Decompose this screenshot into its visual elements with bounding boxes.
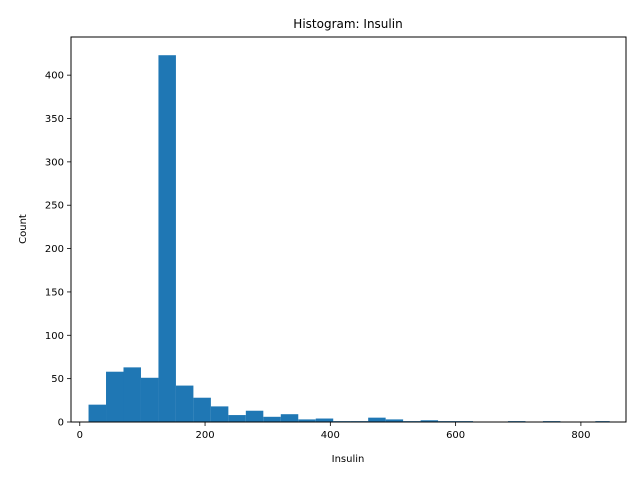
histogram-bar (193, 397, 211, 422)
y-tick-label: 300 (45, 157, 64, 168)
histogram-bar (106, 371, 124, 422)
bars-group (88, 55, 610, 423)
y-tick-label: 0 (58, 418, 64, 429)
histogram-bar (88, 404, 107, 422)
histogram-bar (228, 415, 246, 422)
chart-title: Histogram: Insulin (293, 17, 402, 31)
y-tick-label: 400 (45, 71, 64, 82)
x-axis: 0 200 400 600 800 (77, 422, 590, 441)
histogram-bar (420, 420, 439, 422)
histogram-bar (245, 410, 264, 422)
histogram-bar (315, 418, 334, 422)
histogram-bar (385, 419, 404, 422)
histogram-bar (298, 419, 316, 422)
y-tick-label: 350 (45, 114, 64, 125)
histogram-bar (158, 55, 176, 423)
y-tick-label: 100 (45, 331, 64, 342)
x-axis-label: Insulin (332, 454, 365, 465)
y-tick-label: 250 (45, 201, 64, 212)
y-axis-label: Count (18, 214, 29, 244)
y-tick-label: 200 (45, 244, 64, 255)
x-tick-label: 800 (571, 430, 590, 441)
x-tick-label: 0 (77, 430, 83, 441)
plot-frame (70, 36, 627, 423)
x-tick-label: 200 (196, 430, 215, 441)
histogram-bar (263, 416, 281, 422)
y-tick-label: 150 (45, 287, 64, 298)
y-axis: 0 50 100 150 200 250 300 350 400 (45, 71, 71, 429)
histogram-bar (210, 406, 229, 422)
histogram-bar (280, 414, 299, 422)
histogram-bar (140, 377, 159, 422)
histogram-bar (368, 417, 386, 422)
x-tick-label: 400 (321, 430, 340, 441)
x-tick-label: 600 (446, 430, 465, 441)
y-tick-label: 50 (51, 374, 64, 385)
histogram-bar (175, 385, 194, 422)
histogram-bar (123, 367, 141, 422)
